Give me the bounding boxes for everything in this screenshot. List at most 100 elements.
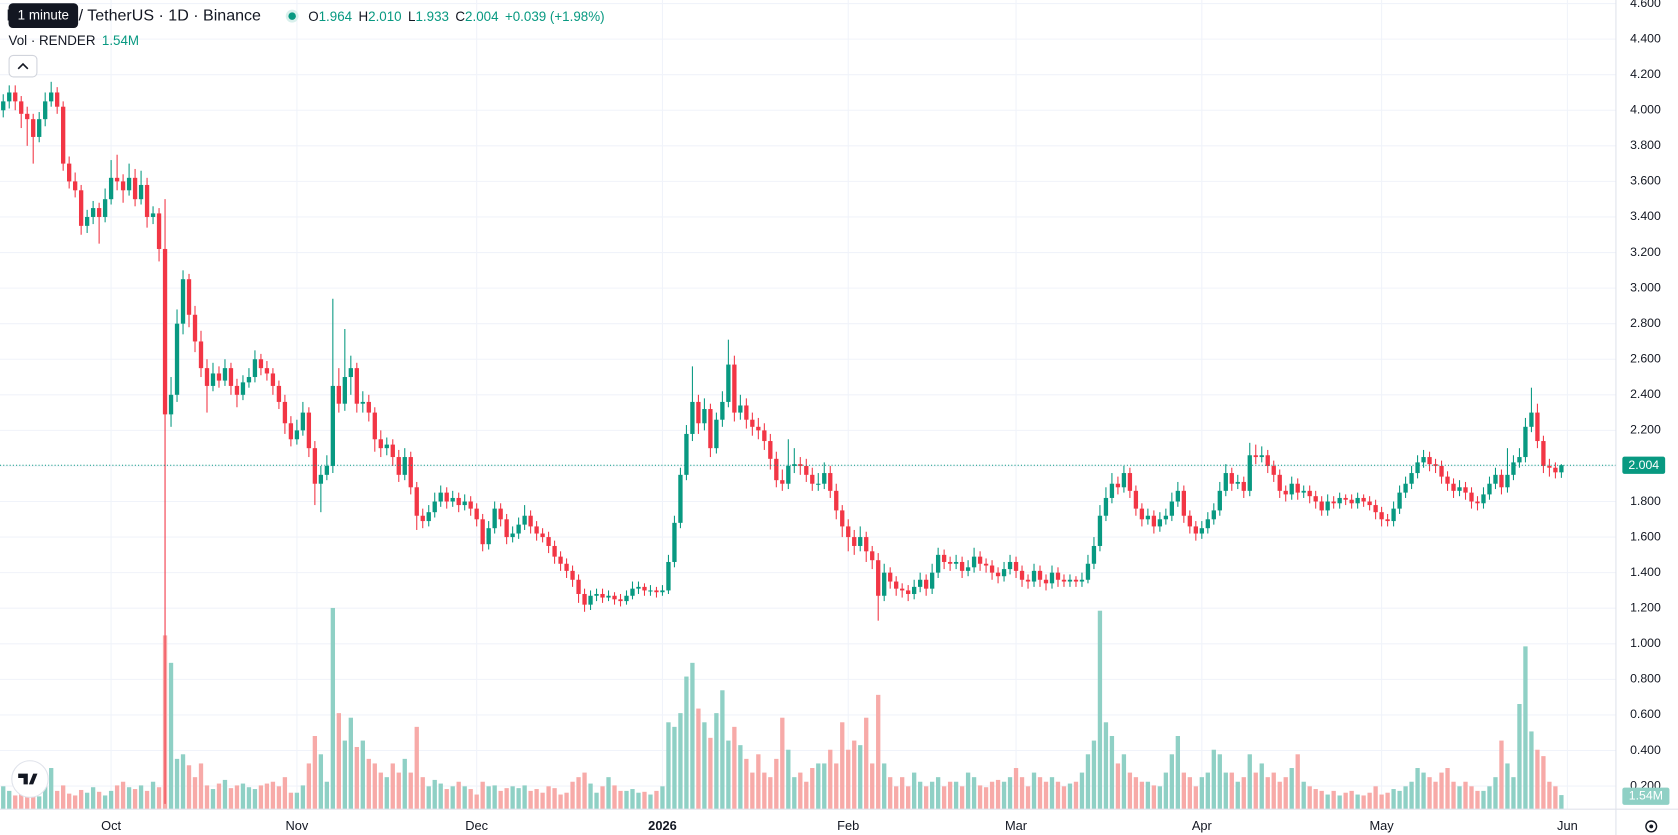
candle-body <box>648 590 653 592</box>
candle-body <box>1343 497 1348 500</box>
close-label: C <box>455 9 465 24</box>
y-tick-label: 2.200 <box>1630 423 1661 437</box>
candle-body <box>935 554 941 573</box>
volume-bar <box>450 786 455 810</box>
candle-body <box>810 474 815 484</box>
volume-bar <box>444 789 449 810</box>
candle-body <box>1463 487 1468 493</box>
candle-body <box>564 563 569 571</box>
volume-bar <box>1463 781 1468 810</box>
volume-bar <box>1403 786 1408 810</box>
candle-body <box>318 474 324 484</box>
volume-bar <box>1355 794 1360 810</box>
candle-body <box>720 401 725 420</box>
volume-bar <box>210 789 216 810</box>
candle-body <box>1091 545 1097 564</box>
low-label: L <box>408 9 416 24</box>
volume-bar <box>438 783 443 810</box>
volume-bar <box>540 792 545 810</box>
candle-body <box>1283 490 1288 495</box>
candle-body <box>438 492 443 502</box>
candle-body <box>144 184 150 217</box>
candle-body <box>468 501 473 509</box>
candle-body <box>1469 492 1474 502</box>
volume-bar <box>324 781 330 810</box>
volume-bar <box>174 758 180 810</box>
close-value: 2.004 <box>465 9 499 24</box>
candle-body <box>870 551 875 561</box>
candle-body <box>1481 494 1486 504</box>
candle-body <box>917 579 923 587</box>
candle-body <box>378 439 383 449</box>
x-tick-label: Dec <box>465 818 488 833</box>
volume-bar <box>1517 703 1522 810</box>
candle-body <box>504 519 509 538</box>
volume-bar <box>426 786 431 810</box>
x-tick-label: Apr <box>1192 818 1213 833</box>
candle-body <box>953 561 959 564</box>
volume-bar <box>1049 777 1055 810</box>
volume-bar <box>348 717 353 810</box>
volume-bar <box>780 717 785 810</box>
y-tick-label: 3.600 <box>1630 174 1661 188</box>
volume-bar <box>19 792 24 810</box>
volume-bar <box>96 791 102 810</box>
candle-body <box>708 409 713 449</box>
volume-bar <box>31 794 36 810</box>
volume-bar <box>1505 763 1510 810</box>
candle-body <box>1133 490 1139 509</box>
candle-body <box>1001 569 1007 577</box>
candle-body <box>1229 473 1234 484</box>
settings-icon[interactable] <box>1645 820 1658 833</box>
candle-body <box>294 430 300 440</box>
volume-bar <box>312 736 318 810</box>
volume-bar <box>456 781 461 810</box>
logo-badge[interactable] <box>11 760 49 798</box>
candle-body <box>1529 412 1534 427</box>
candle-body <box>882 572 887 596</box>
candle-body <box>834 490 839 511</box>
open-label: O <box>308 9 318 24</box>
candle-body <box>1055 572 1061 580</box>
candle-body <box>120 181 126 191</box>
volume-bar <box>1265 777 1270 810</box>
volume-bar <box>1421 772 1426 810</box>
volume-bar <box>78 789 84 810</box>
candle-body <box>408 457 413 488</box>
candle-body <box>432 501 437 513</box>
volume-bar <box>690 662 695 810</box>
volume-bar <box>1025 786 1031 810</box>
volume-bar <box>744 758 749 810</box>
volume-bar <box>618 790 623 810</box>
volume-bar <box>336 713 341 810</box>
candle-body <box>258 359 264 369</box>
candle-body <box>666 561 671 591</box>
y-tick-label: 3.800 <box>1630 138 1661 152</box>
candle-body <box>941 554 947 562</box>
candle-layer <box>1 81 1564 804</box>
volume-bar <box>1091 740 1097 810</box>
candle-body <box>312 448 318 484</box>
volume-bar <box>654 790 659 810</box>
volume-bar <box>546 786 551 810</box>
volume-bar <box>288 792 294 810</box>
volume-bar <box>1379 794 1384 810</box>
candle-body <box>1337 497 1342 504</box>
candle-body <box>1505 474 1510 488</box>
volume-bar <box>953 781 959 810</box>
volume-bar <box>1271 772 1276 810</box>
volume-bar <box>7 790 12 810</box>
collapse-button[interactable] <box>8 54 38 78</box>
candle-body <box>384 444 389 449</box>
volume-bar <box>1451 781 1456 810</box>
volume-bar <box>714 713 719 810</box>
volume-bar <box>384 777 389 810</box>
candle-body <box>414 487 419 516</box>
candle-body <box>660 590 665 593</box>
volume-bar <box>588 783 593 810</box>
volume-bar <box>888 777 893 810</box>
volume-bar <box>1559 795 1564 810</box>
volume-bar <box>67 793 72 810</box>
volume-bar <box>630 789 635 810</box>
